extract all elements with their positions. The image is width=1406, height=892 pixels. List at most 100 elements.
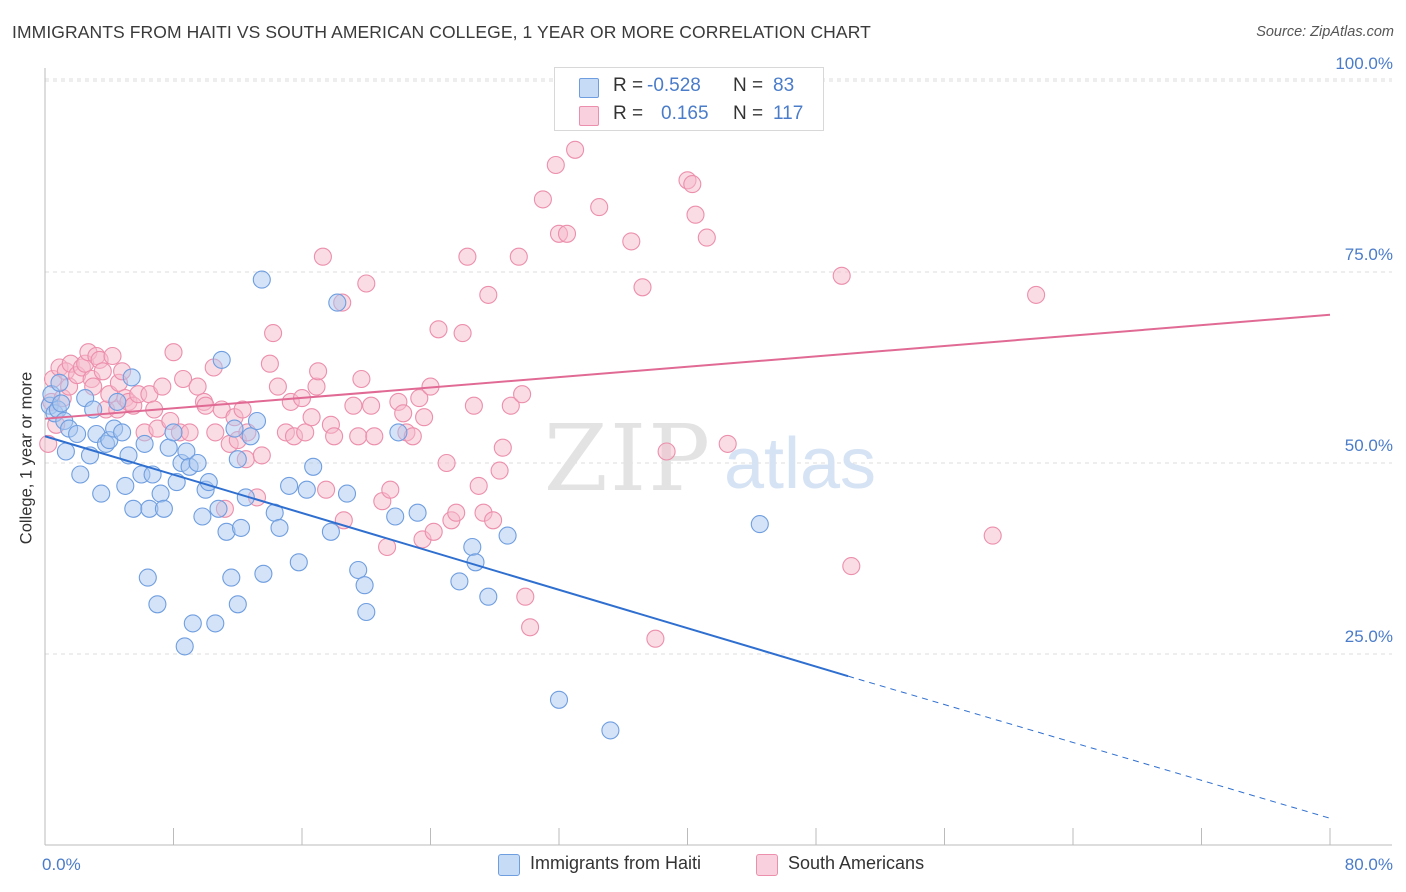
south-american-point: [493, 438, 512, 457]
legend-r-label: R =: [613, 75, 644, 96]
south-american-point: [479, 285, 498, 304]
haiti-point: [212, 350, 231, 369]
haiti-point: [241, 427, 260, 446]
south-american-point: [349, 427, 368, 446]
bottom-legend-label: Immigrants from Haiti: [530, 853, 702, 873]
south-american-point: [180, 423, 199, 442]
haiti-point: [750, 515, 769, 534]
bottom-swatch-haiti: [498, 854, 520, 876]
south-american-point: [633, 278, 652, 297]
south-american-point: [516, 587, 535, 606]
haiti-point: [549, 690, 569, 709]
legend-r-label: R =: [613, 103, 644, 124]
haiti-point: [252, 270, 271, 289]
haiti-point: [228, 450, 247, 469]
south-american-point: [381, 480, 400, 499]
legend-row-south: R = 0.165 N = 117: [555, 101, 823, 129]
south-american-point: [410, 389, 429, 408]
y-tick-label: 100.0%: [1335, 54, 1393, 73]
watermark-zip: ZIP: [544, 405, 712, 512]
south-american-point: [718, 434, 737, 453]
south-american-point: [557, 224, 577, 243]
haiti-point: [124, 499, 143, 518]
south-american-point: [164, 343, 183, 362]
tick-labels: 25.0% 50.0% 75.0% 100.0% 0.0% 80.0%: [42, 54, 1393, 874]
haiti-point: [71, 465, 90, 484]
correlation-legend: R = -0.528 N = 83 R = 0.165 N = 117: [554, 67, 824, 131]
haiti-point: [113, 423, 132, 442]
south-american-point: [424, 522, 443, 541]
haiti-point: [116, 476, 135, 495]
haiti-point: [206, 614, 225, 633]
south-american-point: [394, 404, 413, 423]
haiti-point: [236, 488, 255, 507]
haiti-trend-line: [44, 435, 849, 678]
legend-n-label: N =: [733, 103, 764, 124]
south-american-point: [490, 461, 509, 480]
source-label: Source: ZipAtlas.com: [1256, 24, 1394, 40]
grid-lines: [45, 78, 1392, 655]
haiti-point: [386, 507, 405, 526]
south-american-point: [453, 324, 472, 343]
south-american-point: [153, 377, 172, 396]
south-american-point: [447, 503, 466, 522]
south-american-trend-line: [44, 313, 1331, 420]
haiti-point: [601, 721, 620, 740]
south-american-point: [313, 247, 332, 266]
legend-row-haiti: R = -0.528 N = 83: [555, 73, 823, 101]
haiti-point: [183, 614, 202, 633]
haiti-point: [56, 442, 75, 461]
south-american-point: [252, 446, 271, 465]
haiti-point: [408, 503, 427, 522]
haiti-point: [321, 522, 340, 541]
haiti-point: [148, 595, 167, 614]
south-american-point: [469, 476, 488, 495]
legend-n-label: N =: [733, 75, 764, 96]
y-tick-label: 50.0%: [1345, 436, 1393, 455]
south-american-point: [260, 354, 279, 373]
haiti-point: [349, 560, 368, 580]
legend-swatch-haiti: [579, 78, 599, 98]
haiti-point: [463, 537, 482, 557]
y-tick-label: 75.0%: [1345, 245, 1393, 264]
haiti-point: [254, 564, 273, 583]
watermark: ZIP atlas: [544, 405, 876, 512]
haiti-point: [498, 526, 517, 545]
haiti-point: [389, 423, 408, 442]
south-american-point: [103, 346, 122, 366]
south-american-point: [188, 377, 207, 396]
south-american-point: [317, 480, 336, 499]
haiti-point: [188, 453, 207, 473]
data-points: [39, 140, 1046, 740]
south-american-point: [296, 423, 315, 442]
bottom-swatch-south: [756, 854, 778, 876]
south-american-point: [352, 369, 371, 389]
haiti-point: [193, 507, 212, 526]
haiti-point: [228, 595, 247, 614]
x-tick-label-max: 80.0%: [1345, 855, 1393, 874]
legend-n-value: 83: [773, 75, 795, 96]
south-american-point: [357, 274, 376, 293]
south-american-point: [1027, 285, 1046, 304]
south-american-point: [365, 427, 384, 446]
haiti-point: [280, 476, 299, 495]
south-american-point: [657, 442, 676, 461]
south-american-point: [697, 228, 716, 247]
south-american-point: [206, 423, 225, 442]
haiti-point: [135, 434, 154, 453]
bottom-legend-label: South Americans: [788, 853, 925, 873]
south-american-point: [484, 511, 503, 530]
legend-r-value: -0.528: [647, 75, 701, 96]
south-american-point: [533, 190, 552, 209]
legend-r-value: 0.165: [661, 103, 709, 124]
south-american-point: [513, 385, 532, 404]
haiti-point: [52, 394, 71, 413]
south-american-point: [458, 247, 477, 266]
south-american-point: [302, 408, 321, 427]
south-american-point: [344, 396, 363, 415]
south-american-point: [501, 396, 520, 415]
south-american-point: [521, 618, 540, 637]
south-american-point: [309, 362, 328, 381]
haiti-point: [355, 576, 374, 595]
